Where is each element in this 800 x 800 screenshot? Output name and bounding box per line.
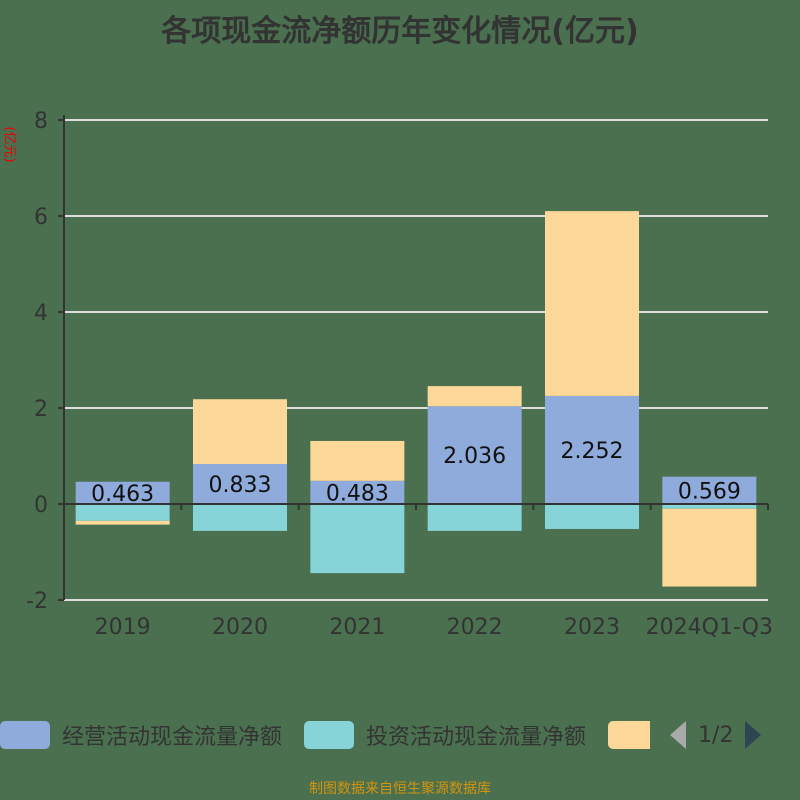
x-tick-label: 2019: [95, 615, 151, 640]
bar-3-2022: [427, 386, 522, 407]
bar-2-2024Q1-Q3: [662, 504, 757, 509]
y-tick-label: 6: [34, 205, 48, 230]
legend-label-operating[interactable]: 经营活动现金流量净额: [62, 725, 283, 750]
data-label: 2.036: [443, 444, 506, 469]
x-tick-label: 2024Q1-Q3: [646, 615, 773, 640]
x-tick-label: 2021: [329, 615, 385, 640]
bar-1-2021: [310, 480, 405, 504]
bar-1-2024Q1-Q3: [662, 476, 757, 504]
y-tick-label: 8: [34, 109, 48, 134]
legend-swatch-third[interactable]: [608, 721, 651, 749]
bar-2-2022: [427, 504, 522, 531]
data-label: 0.569: [678, 479, 741, 504]
bar-2-2019: [75, 504, 170, 521]
legend-swatch-operating[interactable]: [0, 721, 50, 749]
bar-1-2023: [545, 395, 639, 504]
x-tick-label: 2020: [212, 615, 268, 640]
bar-2-2023: [545, 504, 639, 529]
bar-3-2019: [75, 520, 170, 525]
bar-3-2021: [310, 440, 405, 481]
bar-2-2020: [193, 504, 287, 531]
bar-3-2024Q1-Q3: [662, 508, 757, 587]
bar-3-2023: [545, 211, 639, 396]
data-label: 2.252: [561, 439, 624, 464]
bar-1-2020: [193, 464, 287, 504]
y-tick-label: 2: [34, 397, 48, 422]
bar-1-2022: [427, 406, 522, 504]
x-tick-label: 2022: [447, 615, 503, 640]
legend-prev-icon[interactable]: [668, 721, 688, 749]
legend: 经营活动现金流量净额 投资活动现金流量净额 1/2: [0, 718, 763, 752]
footer-source: 制图数据来自恒生聚源数据库: [309, 781, 491, 797]
data-label: 0.483: [326, 481, 389, 506]
legend-swatch-investing[interactable]: [304, 721, 355, 749]
y-tick-label: -2: [26, 589, 48, 614]
chart-plot: -2 0 2 4 6 8 0.463 2019 0.833 2020 0.483 2021 2.036 2…: [26, 109, 773, 640]
legend-label-investing[interactable]: 投资活动现金流量净额: [366, 725, 587, 750]
y-tick-label: 0: [34, 493, 48, 518]
x-tick-label: 2023: [564, 615, 620, 640]
bar-3-2020: [193, 399, 287, 465]
bar-1-2019: [75, 481, 170, 504]
legend-page: 1/2: [698, 722, 734, 748]
chart-title: 各项现金流净额历年变化情况(亿元): [161, 14, 639, 49]
y-tick-label: 4: [34, 301, 48, 326]
bar-2-2021: [310, 504, 405, 574]
data-label: 0.463: [91, 482, 154, 507]
data-label: 0.833: [209, 473, 272, 498]
legend-next-icon[interactable]: [743, 721, 763, 749]
